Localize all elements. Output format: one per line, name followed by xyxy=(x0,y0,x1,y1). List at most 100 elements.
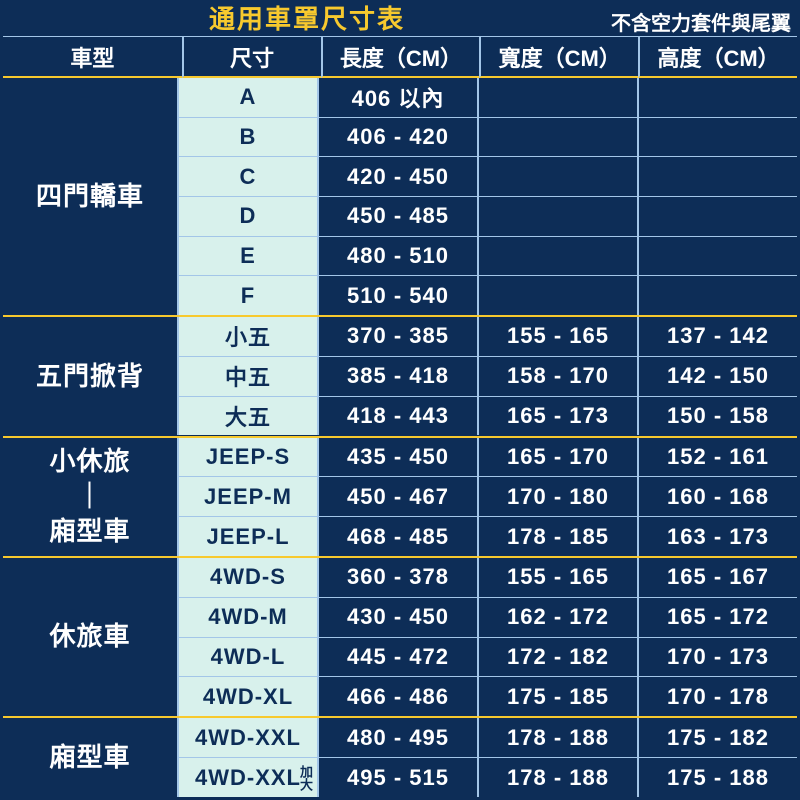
length-cell: 406 以內 xyxy=(317,78,477,117)
table-group: 五門掀背小五370 - 385155 - 165137 - 142中五385 -… xyxy=(3,317,797,438)
length-cell: 445 - 472 xyxy=(317,638,477,677)
type-cell: 休旅車 xyxy=(3,558,177,716)
length-cell: 420 - 450 xyxy=(317,157,477,196)
width-cell xyxy=(477,197,637,236)
width-cell xyxy=(477,78,637,117)
width-cell: 178 - 188 xyxy=(477,718,637,757)
height-cell: 142 - 150 xyxy=(637,357,797,396)
width-cell: 155 - 165 xyxy=(477,558,637,597)
size-cell: A xyxy=(177,78,317,117)
width-cell: 162 - 172 xyxy=(477,598,637,637)
size-cell: JEEP-S xyxy=(177,438,317,477)
size-cell: 4WD-XL xyxy=(177,677,317,716)
length-cell: 418 - 443 xyxy=(317,397,477,436)
width-cell: 165 - 173 xyxy=(477,397,637,436)
size-cell: 中五 xyxy=(177,357,317,396)
table-title: 通用車罩尺寸表 xyxy=(3,0,611,36)
height-cell: 170 - 173 xyxy=(637,638,797,677)
type-cell: 小休旅 ｜ 廂型車 xyxy=(3,438,177,557)
length-cell: 495 - 515 xyxy=(317,758,477,797)
header-row: 車型 尺寸 長度（CM） 寬度（CM） 高度（CM） xyxy=(3,36,797,78)
length-cell: 450 - 467 xyxy=(317,477,477,516)
size-cell: 小五 xyxy=(177,317,317,356)
table-row: E480 - 510 xyxy=(177,236,797,276)
table-row: 4WD-XXL加大495 - 515178 - 188175 - 188 xyxy=(177,757,797,797)
header-type: 車型 xyxy=(3,36,182,78)
table-row: JEEP-L468 - 485178 - 185163 - 173 xyxy=(177,516,797,556)
table-row: JEEP-S435 - 450165 - 170152 - 161 xyxy=(177,438,797,477)
width-cell: 178 - 188 xyxy=(477,758,637,797)
length-cell: 466 - 486 xyxy=(317,677,477,716)
table-row: F510 - 540 xyxy=(177,275,797,315)
group-rows: 小五370 - 385155 - 165137 - 142中五385 - 418… xyxy=(177,317,797,436)
height-cell: 165 - 172 xyxy=(637,598,797,637)
table-row: 4WD-XL466 - 486175 - 185170 - 178 xyxy=(177,676,797,716)
size-cell: 4WD-M xyxy=(177,598,317,637)
table-group: 休旅車4WD-S360 - 378155 - 165165 - 1674WD-M… xyxy=(3,558,797,718)
table-row: 4WD-L445 - 472172 - 182170 - 173 xyxy=(177,637,797,677)
table-subtitle-note: 不含空力套件與尾翼 xyxy=(611,7,797,36)
type-cell: 五門掀背 xyxy=(3,317,177,436)
size-cell: C xyxy=(177,157,317,196)
header-height: 高度（CM） xyxy=(638,36,797,78)
group-rows: 4WD-XXL480 - 495178 - 188175 - 1824WD-XX… xyxy=(177,718,797,797)
table-row: B406 - 420 xyxy=(177,117,797,157)
group-rows: JEEP-S435 - 450165 - 170152 - 161JEEP-M4… xyxy=(177,438,797,557)
table-group: 廂型車4WD-XXL480 - 495178 - 188175 - 1824WD… xyxy=(3,718,797,797)
height-cell xyxy=(637,197,797,236)
width-cell: 170 - 180 xyxy=(477,477,637,516)
height-cell: 175 - 182 xyxy=(637,718,797,757)
length-cell: 480 - 510 xyxy=(317,237,477,276)
table-group: 小休旅 ｜ 廂型車JEEP-S435 - 450165 - 170152 - 1… xyxy=(3,438,797,559)
width-cell xyxy=(477,237,637,276)
width-cell xyxy=(477,276,637,315)
table-row: 中五385 - 418158 - 170142 - 150 xyxy=(177,356,797,396)
height-cell: 163 - 173 xyxy=(637,517,797,556)
length-cell: 468 - 485 xyxy=(317,517,477,556)
header-length: 長度（CM） xyxy=(321,36,480,78)
height-cell: 137 - 142 xyxy=(637,317,797,356)
length-cell: 360 - 378 xyxy=(317,558,477,597)
length-cell: 435 - 450 xyxy=(317,438,477,477)
size-cell: D xyxy=(177,197,317,236)
size-cell: 4WD-L xyxy=(177,638,317,677)
length-cell: 385 - 418 xyxy=(317,357,477,396)
size-suffix: 加大 xyxy=(299,765,312,791)
height-cell: 160 - 168 xyxy=(637,477,797,516)
size-table-container: 通用車罩尺寸表 不含空力套件與尾翼 車型 尺寸 長度（CM） 寬度（CM） 高度… xyxy=(0,0,800,800)
group-rows: 4WD-S360 - 378155 - 165165 - 1674WD-M430… xyxy=(177,558,797,716)
size-cell: 4WD-XXL加大 xyxy=(177,758,317,797)
height-cell xyxy=(637,276,797,315)
title-row: 通用車罩尺寸表 不含空力套件與尾翼 xyxy=(3,0,797,36)
width-cell: 155 - 165 xyxy=(477,317,637,356)
table-row: 小五370 - 385155 - 165137 - 142 xyxy=(177,317,797,356)
width-cell xyxy=(477,118,637,157)
height-cell: 150 - 158 xyxy=(637,397,797,436)
size-cell: JEEP-M xyxy=(177,477,317,516)
table-row: 4WD-XXL480 - 495178 - 188175 - 182 xyxy=(177,718,797,757)
table-row: 4WD-S360 - 378155 - 165165 - 167 xyxy=(177,558,797,597)
height-cell: 152 - 161 xyxy=(637,438,797,477)
height-cell xyxy=(637,237,797,276)
length-cell: 406 - 420 xyxy=(317,118,477,157)
size-cell: E xyxy=(177,237,317,276)
length-cell: 430 - 450 xyxy=(317,598,477,637)
height-cell: 175 - 188 xyxy=(637,758,797,797)
size-cell: 4WD-S xyxy=(177,558,317,597)
length-cell: 450 - 485 xyxy=(317,197,477,236)
width-cell: 175 - 185 xyxy=(477,677,637,716)
height-cell xyxy=(637,78,797,117)
table-row: 4WD-M430 - 450162 - 172165 - 172 xyxy=(177,597,797,637)
group-rows: A406 以內B406 - 420C420 - 450D450 - 485E48… xyxy=(177,78,797,315)
length-cell: 480 - 495 xyxy=(317,718,477,757)
size-cell: F xyxy=(177,276,317,315)
type-cell: 廂型車 xyxy=(3,718,177,797)
height-cell xyxy=(637,118,797,157)
width-cell: 178 - 185 xyxy=(477,517,637,556)
size-cell: 4WD-XXL xyxy=(177,718,317,757)
size-cell: JEEP-L xyxy=(177,517,317,556)
table-row: C420 - 450 xyxy=(177,156,797,196)
size-cell: B xyxy=(177,118,317,157)
table-body: 四門轎車A406 以內B406 - 420C420 - 450D450 - 48… xyxy=(3,78,797,797)
table-row: D450 - 485 xyxy=(177,196,797,236)
